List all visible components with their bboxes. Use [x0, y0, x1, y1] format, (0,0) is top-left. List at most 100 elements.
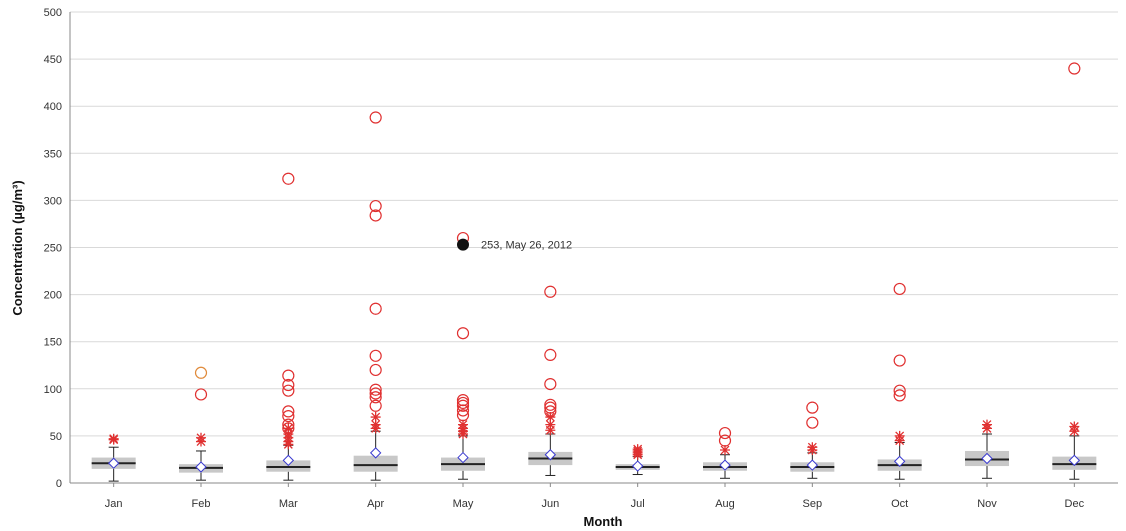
extreme-outlier-marker [282, 369, 295, 382]
mean-marker [457, 451, 469, 464]
x-tick-label: Feb [192, 498, 211, 510]
extreme-outlier-marker [282, 384, 295, 397]
mean-marker [719, 459, 731, 471]
mild-outlier-marker [108, 434, 119, 445]
extreme-outlier-marker [893, 389, 906, 402]
extreme-outlier-marker [544, 398, 557, 411]
extreme-outlier-marker [194, 388, 208, 401]
box-iqr [353, 455, 398, 472]
y-tick-label: 200 [44, 290, 62, 302]
extreme-outlier-marker [806, 401, 819, 414]
mild-outlier-marker [632, 449, 643, 460]
mild-outlier-marker [370, 423, 381, 434]
highlight-label: 253, May 26, 2012 [481, 240, 572, 252]
x-tick-label: Jan [105, 498, 123, 510]
mild-outlier-marker [458, 429, 468, 440]
extreme-outlier-marker [369, 209, 382, 222]
mild-outlier-marker [720, 445, 730, 456]
mean-marker [806, 459, 819, 471]
highlight-point: 253, May 26, 2012 [457, 238, 572, 252]
extreme-outlier-marker [369, 302, 382, 315]
mild-outlier-marker [370, 412, 381, 423]
x-tick-label: Mar [279, 498, 298, 510]
y-tick-label: 350 [44, 148, 62, 160]
extreme-outlier-marker [544, 348, 557, 361]
gridlines [69, 11, 1118, 484]
extreme-outlier-marker [544, 405, 557, 418]
x-tick-label: Aug [715, 498, 735, 510]
x-tick-label: Oct [891, 498, 908, 510]
mild-outlier-marker [807, 445, 818, 456]
extreme-outlier-marker [456, 409, 470, 422]
extreme-outlier-marker [893, 282, 906, 296]
y-tick-label: 150 [44, 337, 62, 349]
extreme-outlier-marker [369, 391, 382, 404]
x-tick-label: Jun [541, 498, 559, 510]
extreme-outlier-marker [718, 426, 732, 440]
extreme-outlier-marker [369, 387, 382, 400]
x-tick-label: Sep [803, 498, 823, 510]
extreme-outlier-marker [369, 399, 382, 412]
extreme-outlier-marker [544, 285, 557, 298]
y-tick-label: 300 [44, 195, 62, 207]
mean-marker [282, 454, 295, 467]
outliers [108, 62, 1081, 460]
mild-outlier-marker [545, 425, 556, 436]
mean-marker [369, 447, 382, 459]
extreme-outlier-marker [282, 172, 295, 185]
y-tick-label: 50 [50, 431, 62, 443]
extreme-outlier-marker [369, 199, 382, 213]
mild-outlier-marker [545, 419, 556, 430]
mean-marker [631, 460, 644, 472]
extreme-outlier-marker [893, 384, 906, 397]
extreme-outlier-marker [194, 366, 208, 379]
extreme-outlier-marker [456, 396, 470, 410]
y-tick-label: 450 [44, 54, 62, 66]
y-tick-label: 0 [56, 478, 62, 490]
extreme-outlier-marker [718, 434, 732, 447]
mild-outlier-marker [982, 423, 992, 434]
mild-outlier-marker [283, 439, 294, 450]
mean-marker [107, 457, 120, 469]
mean-marker [1068, 454, 1081, 467]
extreme-outlier-marker [282, 405, 295, 418]
extreme-outlier-marker [282, 422, 295, 435]
extreme-outlier-marker [544, 377, 557, 391]
y-axis-title: Concentration (µg/m³) [10, 180, 25, 315]
extreme-outlier-marker [893, 354, 906, 367]
mild-outlier-marker [283, 423, 294, 434]
mean-marker [893, 455, 906, 468]
x-tick-label: Dec [1065, 498, 1085, 510]
y-tick-label: 250 [44, 243, 62, 255]
extreme-outlier-marker [369, 383, 382, 396]
x-tick-label: Jul [631, 498, 645, 510]
x-tick-label: May [453, 498, 474, 510]
extreme-outlier-marker [369, 363, 382, 377]
y-tick-label: 500 [44, 7, 62, 19]
y-tick-label: 100 [44, 384, 62, 396]
extreme-outlier-marker [1068, 62, 1081, 75]
y-axis-ticks: 0 50 100 150 200 250 300 350 400 450 500 [44, 7, 62, 490]
boxes [91, 430, 1097, 482]
x-axis-ticks: Jan Feb Mar Apr May Jun Jul Aug Sep Oct Nov Dec [105, 483, 1085, 510]
x-tick-label: Apr [367, 498, 384, 510]
mild-outlier-marker [894, 435, 905, 446]
extreme-outlier-marker [369, 111, 382, 124]
extreme-outlier-marker [456, 399, 470, 412]
highlight-marker [457, 238, 469, 251]
extreme-outlier-marker [282, 378, 295, 392]
mild-outlier-marker [1069, 426, 1080, 437]
extreme-outlier-marker [544, 401, 557, 414]
mean-marker [195, 461, 207, 473]
mild-outlier-marker [196, 436, 206, 447]
extreme-outlier-marker [456, 394, 470, 407]
y-tick-label: 400 [44, 101, 62, 113]
extreme-outlier-marker [282, 418, 295, 431]
extreme-outlier-marker [456, 327, 470, 340]
extreme-outlier-marker [456, 404, 470, 417]
extreme-outlier-marker [369, 349, 382, 362]
x-axis-title: Month [584, 514, 623, 529]
x-tick-label: Nov [977, 498, 997, 510]
mean-marker [981, 452, 993, 465]
